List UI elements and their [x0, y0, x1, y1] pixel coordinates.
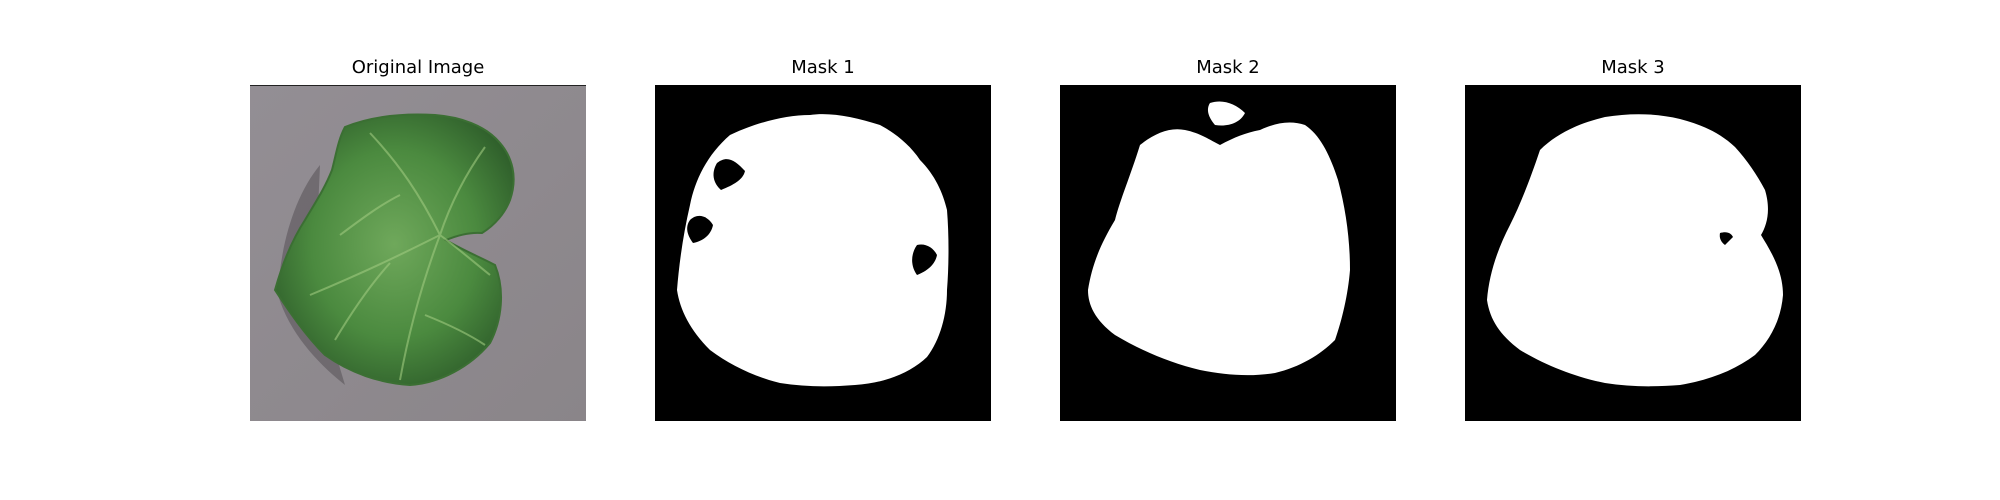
mask-3-hole — [1719, 232, 1733, 245]
mask-1 — [655, 85, 991, 421]
mask-1-region — [677, 114, 949, 387]
original-image — [250, 85, 586, 421]
mask-3-panel — [1465, 85, 1801, 421]
mask-1-panel — [655, 85, 991, 421]
mask-2 — [1060, 85, 1396, 421]
mask-2-region — [1088, 122, 1350, 376]
mask-1-hole-3 — [912, 244, 937, 275]
mask-2-speckle-top — [1207, 101, 1245, 126]
panel-title-original: Original Image — [351, 57, 485, 78]
panel-title-mask-2: Mask 2 — [1196, 57, 1260, 78]
leaf-shadow — [278, 165, 345, 385]
original-image-panel — [250, 85, 586, 421]
leaf-veins — [309, 132, 491, 381]
mask-1-hole-1 — [713, 159, 745, 190]
mask-1-hole-2 — [687, 215, 713, 243]
mask-3 — [1465, 85, 1801, 421]
panel-title-mask-1: Mask 1 — [791, 57, 855, 78]
mask-3-region — [1487, 114, 1783, 387]
mask-2-panel — [1060, 85, 1396, 421]
panel-title-mask-3: Mask 3 — [1601, 57, 1665, 78]
leaf — [273, 113, 515, 387]
